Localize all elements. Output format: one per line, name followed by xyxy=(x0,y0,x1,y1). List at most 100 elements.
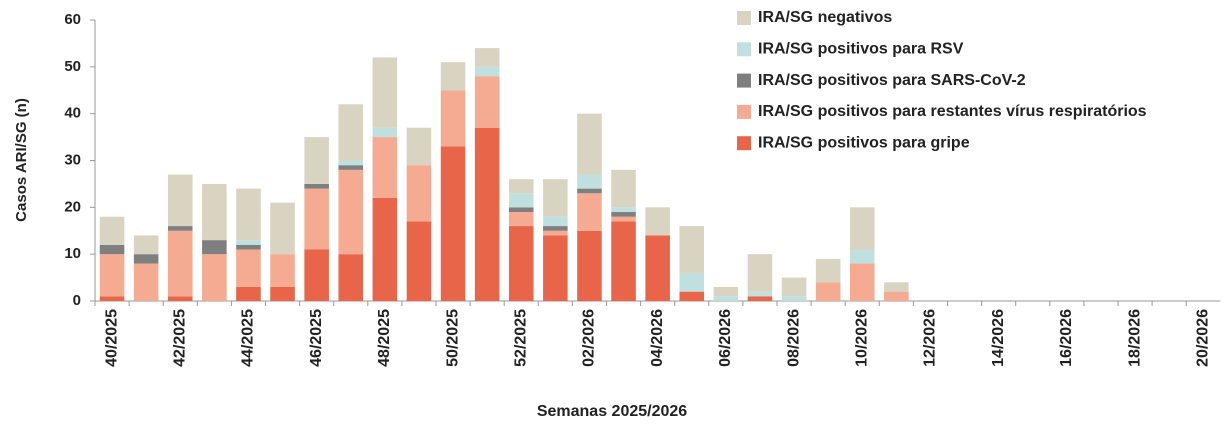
bar-segment xyxy=(679,272,705,292)
bar-segment xyxy=(372,127,398,138)
bar-segment xyxy=(406,127,432,166)
bar-segment xyxy=(99,296,125,301)
y-tick-label: 10 xyxy=(64,245,81,262)
y-tick-label: 40 xyxy=(64,105,81,122)
bar-segment xyxy=(338,160,364,166)
bar-segment xyxy=(372,57,398,128)
bar-segment xyxy=(645,207,670,236)
bar-segment xyxy=(236,240,261,245)
bar-segment xyxy=(236,286,261,301)
bar-segment xyxy=(236,244,261,250)
bar-segment xyxy=(338,169,364,255)
bar-segment xyxy=(781,296,807,301)
bar-segment xyxy=(849,207,875,250)
bar-segment xyxy=(167,226,193,231)
legend-swatch xyxy=(737,104,751,119)
bar-segment xyxy=(440,62,466,91)
bar-segment xyxy=(543,235,568,301)
bar-segment xyxy=(508,179,534,194)
y-tick-label: 20 xyxy=(64,198,81,215)
bar-segment xyxy=(747,254,773,292)
bar-segment xyxy=(577,188,602,194)
bar-segment xyxy=(577,174,602,189)
bar-segment xyxy=(304,249,329,301)
bar-segment xyxy=(543,226,568,231)
bar-segment xyxy=(747,296,773,301)
legend-swatch xyxy=(737,42,751,57)
x-tick-label: 50/2025 xyxy=(444,309,461,367)
x-tick-label: 02/2026 xyxy=(581,309,598,367)
bar-segment xyxy=(679,291,705,301)
bar-segment xyxy=(543,216,568,227)
bar-segment xyxy=(304,137,329,184)
bar-segment xyxy=(133,263,159,301)
bar-segment xyxy=(508,193,534,208)
x-tick-label: 44/2025 xyxy=(240,309,257,367)
bar-segment xyxy=(679,226,705,273)
bar-segment xyxy=(508,212,534,227)
bar-segment xyxy=(611,221,636,301)
x-tick-label: 12/2026 xyxy=(922,309,939,367)
bar-segment xyxy=(167,174,193,227)
bar-segment xyxy=(747,291,773,297)
bar-segment xyxy=(713,296,739,301)
bar-segment xyxy=(543,179,568,217)
bar-segment xyxy=(474,76,500,128)
bar-segment xyxy=(645,235,670,301)
legend-label: IRA/SG positivos para RSV xyxy=(758,41,964,58)
x-tick-label: 18/2026 xyxy=(1126,309,1143,367)
bar-segment xyxy=(406,221,432,301)
x-tick-label: 06/2026 xyxy=(717,309,734,367)
bar-segment xyxy=(713,286,739,297)
bar-segment xyxy=(577,230,602,301)
y-axis-title: Casos ARI/SG (n) xyxy=(13,98,30,222)
bar-segment xyxy=(270,254,295,287)
legend-label: IRA/SG negativos xyxy=(758,9,892,26)
bar-segment xyxy=(543,230,568,236)
y-tick-label: 50 xyxy=(64,58,81,75)
bar-segment xyxy=(884,291,909,301)
bar-segment xyxy=(338,254,364,301)
bar-segment xyxy=(338,165,364,170)
bar-segment xyxy=(372,197,398,301)
x-tick-label: 52/2025 xyxy=(512,309,529,367)
bar-segment xyxy=(133,254,159,264)
bar-segment xyxy=(474,48,500,67)
bar-segment xyxy=(781,277,807,297)
bar-segment xyxy=(99,244,125,255)
bar-segment xyxy=(508,226,534,301)
legend-label: IRA/SG positivos para SARS-CoV-2 xyxy=(758,72,1026,89)
x-tick-label: 08/2026 xyxy=(785,309,802,367)
x-tick-label: 46/2025 xyxy=(308,309,325,367)
y-tick-label: 60 xyxy=(64,11,81,28)
legend-swatch xyxy=(737,73,751,88)
legend-label: IRA/SG positivos para restantes vírus re… xyxy=(758,103,1147,120)
bar-segment xyxy=(338,104,364,161)
bar-segment xyxy=(270,286,295,301)
x-tick-label: 48/2025 xyxy=(376,309,393,367)
x-tick-label: 20/2026 xyxy=(1194,309,1211,367)
bar-segment xyxy=(372,137,398,198)
bar-segment xyxy=(440,90,466,147)
x-tick-label: 42/2025 xyxy=(171,309,188,367)
bar-segment xyxy=(406,165,432,222)
bar-segment xyxy=(815,282,841,301)
bar-segment xyxy=(99,216,125,245)
bar-segment xyxy=(884,282,909,292)
x-tick-label: 40/2025 xyxy=(103,309,120,367)
bar-segment xyxy=(167,296,193,301)
bar-segment xyxy=(508,207,534,213)
bar-segment xyxy=(270,202,295,255)
bar-segment xyxy=(611,212,636,217)
bar-segment xyxy=(577,113,602,175)
y-tick-label: 0 xyxy=(73,292,81,309)
bar-segment xyxy=(202,254,227,301)
x-tick-label: 16/2026 xyxy=(1058,309,1075,367)
x-tick-label: 10/2026 xyxy=(853,309,870,367)
bar-segment xyxy=(236,188,261,241)
bar-segment xyxy=(577,193,602,231)
bar-segment xyxy=(611,169,636,208)
x-tick-label: 14/2026 xyxy=(990,309,1007,367)
bar-segment xyxy=(474,66,500,77)
